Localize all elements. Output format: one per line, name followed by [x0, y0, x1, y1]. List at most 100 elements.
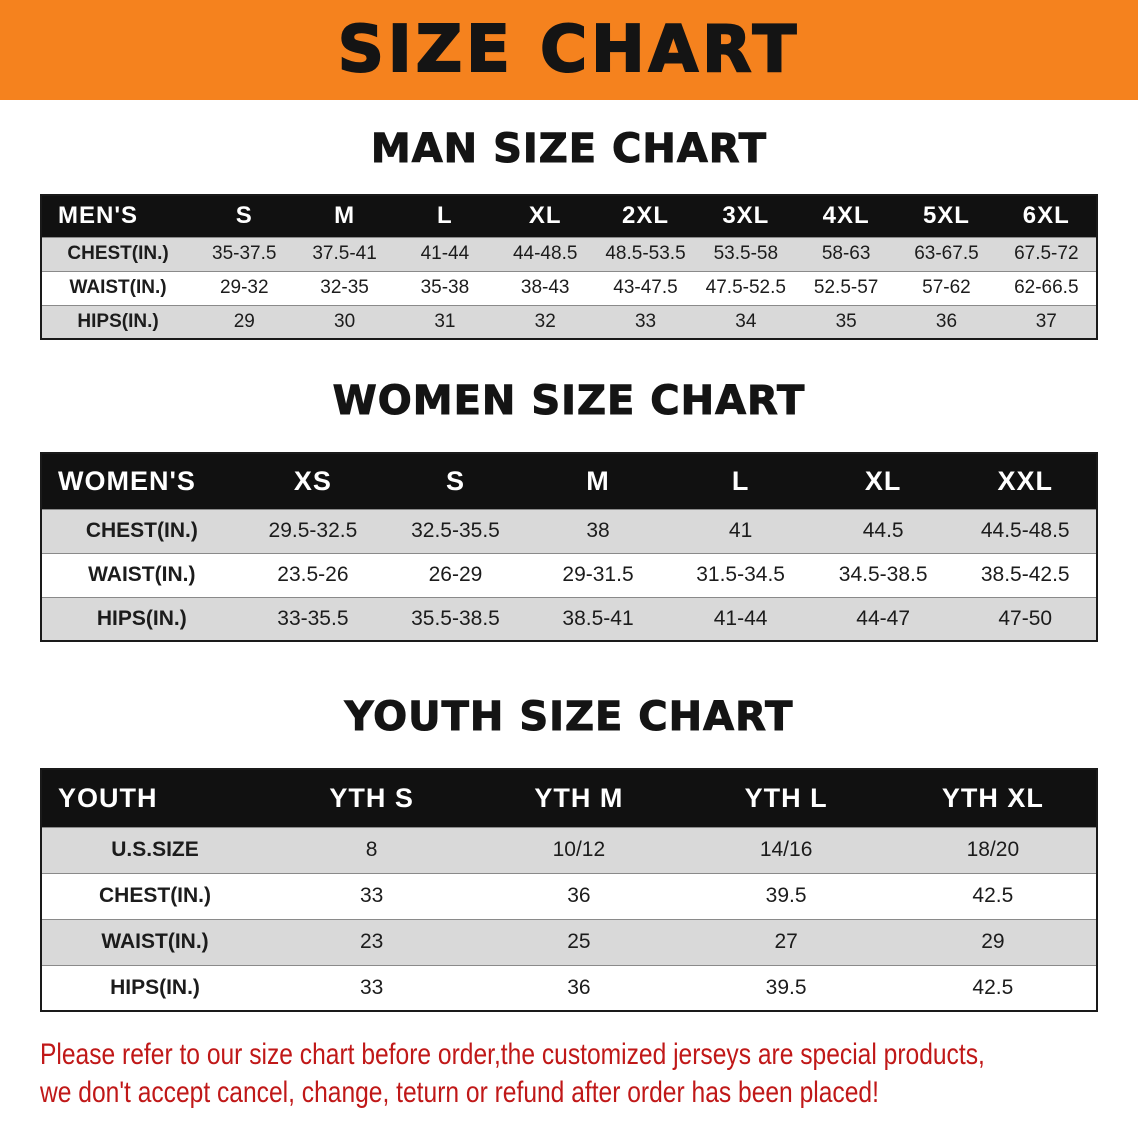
value-cell: 35	[795, 304, 897, 339]
value-cell: 32-35	[294, 270, 395, 305]
size-column-header: 4XL	[795, 195, 897, 237]
row-label-cell: CHEST(IN.)	[41, 236, 195, 271]
disclaimer-note: Please refer to our size chart before or…	[40, 1036, 1138, 1112]
value-cell: 44.5	[811, 508, 955, 553]
value-cell: 38.5-41	[526, 596, 670, 641]
row-label-cell: WAIST(IN.)	[41, 270, 195, 305]
size-column-header: 6XL	[996, 195, 1097, 237]
value-cell: 29-32	[194, 270, 295, 305]
value-cell: 67.5-72	[996, 236, 1097, 271]
value-cell: 27	[682, 918, 890, 965]
table-row: WAIST(IN.) 23 25 27 29	[41, 918, 1097, 965]
women-size-section: WOMEN SIZE CHART WOMEN'S XS S M L XL XXL CHEST(…	[0, 378, 1138, 642]
row-label-cell: WAIST(IN.)	[41, 552, 242, 597]
value-cell: 41-44	[669, 596, 812, 641]
value-cell: 33	[268, 964, 476, 1011]
table-row: WAIST(IN.) 29-32 32-35 35-38 38-43 43-47.5 47.…	[41, 270, 1097, 305]
value-cell: 38-43	[495, 270, 596, 305]
value-cell: 33	[268, 872, 476, 919]
table-header-row: WOMEN'S XS S M L XL XXL	[41, 453, 1097, 509]
value-cell: 18/20	[889, 826, 1097, 873]
size-column-header: XL	[811, 453, 955, 509]
value-cell: 37	[996, 304, 1097, 339]
table-row: WAIST(IN.) 23.5-26 26-29 29-31.5 31.5-34.5 34…	[41, 552, 1097, 597]
value-cell: 34.5-38.5	[811, 552, 955, 597]
size-column-header: XXL	[954, 453, 1097, 509]
men-size-table: MEN'S S M L XL 2XL 3XL 4XL 5XL 6XL CHEST(IN.) 35-37…	[40, 194, 1098, 340]
disclaimer-line-2: we don't accept cancel, change, teturn o…	[40, 1076, 879, 1110]
table-corner-label: YOUTH	[41, 769, 269, 827]
size-column-header: YTH M	[475, 769, 683, 827]
value-cell: 34	[695, 304, 796, 339]
table-row: HIPS(IN.) 33 36 39.5 42.5	[41, 964, 1097, 1011]
men-size-section: MAN SIZE CHART MEN'S S M L XL 2XL 3XL 4XL 5XL 6XL…	[0, 126, 1138, 340]
men-size-heading: MAN SIZE CHART	[370, 126, 768, 173]
size-column-header: S	[384, 453, 527, 509]
value-cell: 62-66.5	[996, 270, 1097, 305]
size-column-header: L	[669, 453, 812, 509]
value-cell: 23.5-26	[241, 552, 385, 597]
value-cell: 53.5-58	[695, 236, 796, 271]
size-column-header: 2XL	[595, 195, 696, 237]
row-label-cell: CHEST(IN.)	[41, 872, 269, 919]
table-row: HIPS(IN.) 33-35.5 35.5-38.5 38.5-41 41-44 44-…	[41, 596, 1097, 641]
row-label-cell: WAIST(IN.)	[41, 918, 269, 965]
table-header-row: YOUTH YTH S YTH M YTH L YTH XL	[41, 769, 1097, 827]
value-cell: 33-35.5	[241, 596, 385, 641]
value-cell: 33	[595, 304, 696, 339]
women-size-table: WOMEN'S XS S M L XL XXL CHEST(IN.) 29.5-32.5 32.5…	[40, 452, 1098, 642]
value-cell: 8	[268, 826, 476, 873]
value-cell: 42.5	[889, 872, 1097, 919]
disclaimer-line-1: Please refer to our size chart before or…	[40, 1038, 985, 1071]
value-cell: 39.5	[682, 964, 890, 1011]
value-cell: 29	[889, 918, 1097, 965]
value-cell: 44-47	[811, 596, 955, 641]
table-row: HIPS(IN.) 29 30 31 32 33 34 35 36 37	[41, 304, 1097, 339]
size-column-header: M	[526, 453, 670, 509]
value-cell: 23	[268, 918, 476, 965]
women-size-heading: WOMEN SIZE CHART	[332, 378, 806, 425]
value-cell: 35.5-38.5	[384, 596, 527, 641]
value-cell: 38	[526, 508, 670, 553]
size-column-header: S	[194, 195, 295, 237]
value-cell: 42.5	[889, 964, 1097, 1011]
row-label-cell: U.S.SIZE	[41, 826, 269, 873]
row-label-cell: CHEST(IN.)	[41, 508, 242, 553]
value-cell: 35-38	[394, 270, 496, 305]
value-cell: 48.5-53.5	[595, 236, 696, 271]
value-cell: 39.5	[682, 872, 890, 919]
value-cell: 10/12	[475, 826, 683, 873]
youth-size-heading: YOUTH SIZE CHART	[344, 694, 794, 741]
row-label-cell: HIPS(IN.)	[41, 304, 195, 339]
youth-size-section: YOUTH SIZE CHART YOUTH YTH S YTH M YTH L YTH…	[0, 694, 1138, 1012]
table-corner-label: WOMEN'S	[41, 453, 242, 509]
value-cell: 58-63	[795, 236, 897, 271]
value-cell: 63-67.5	[896, 236, 997, 271]
value-cell: 29-31.5	[526, 552, 670, 597]
value-cell: 30	[294, 304, 395, 339]
value-cell: 31	[394, 304, 496, 339]
value-cell: 41	[669, 508, 812, 553]
value-cell: 38.5-42.5	[954, 552, 1097, 597]
value-cell: 36	[896, 304, 997, 339]
value-cell: 35-37.5	[194, 236, 295, 271]
banner-title: SIZE CHART	[337, 12, 801, 88]
value-cell: 43-47.5	[595, 270, 696, 305]
value-cell: 37.5-41	[294, 236, 395, 271]
value-cell: 44.5-48.5	[954, 508, 1097, 553]
size-column-header: M	[294, 195, 395, 237]
size-column-header: YTH S	[268, 769, 476, 827]
value-cell: 36	[475, 872, 683, 919]
table-row: U.S.SIZE 8 10/12 14/16 18/20	[41, 826, 1097, 873]
value-cell: 31.5-34.5	[669, 552, 812, 597]
size-column-header: YTH L	[682, 769, 890, 827]
value-cell: 14/16	[682, 826, 890, 873]
value-cell: 44-48.5	[495, 236, 596, 271]
table-row: CHEST(IN.) 29.5-32.5 32.5-35.5 38 41 44.5 44.5…	[41, 508, 1097, 553]
table-header-row: MEN'S S M L XL 2XL 3XL 4XL 5XL 6XL	[41, 195, 1097, 237]
table-row: CHEST(IN.) 35-37.5 37.5-41 41-44 44-48.5 48.5…	[41, 236, 1097, 271]
row-label-cell: HIPS(IN.)	[41, 964, 269, 1011]
row-label-cell: HIPS(IN.)	[41, 596, 242, 641]
value-cell: 29.5-32.5	[241, 508, 385, 553]
value-cell: 52.5-57	[795, 270, 897, 305]
